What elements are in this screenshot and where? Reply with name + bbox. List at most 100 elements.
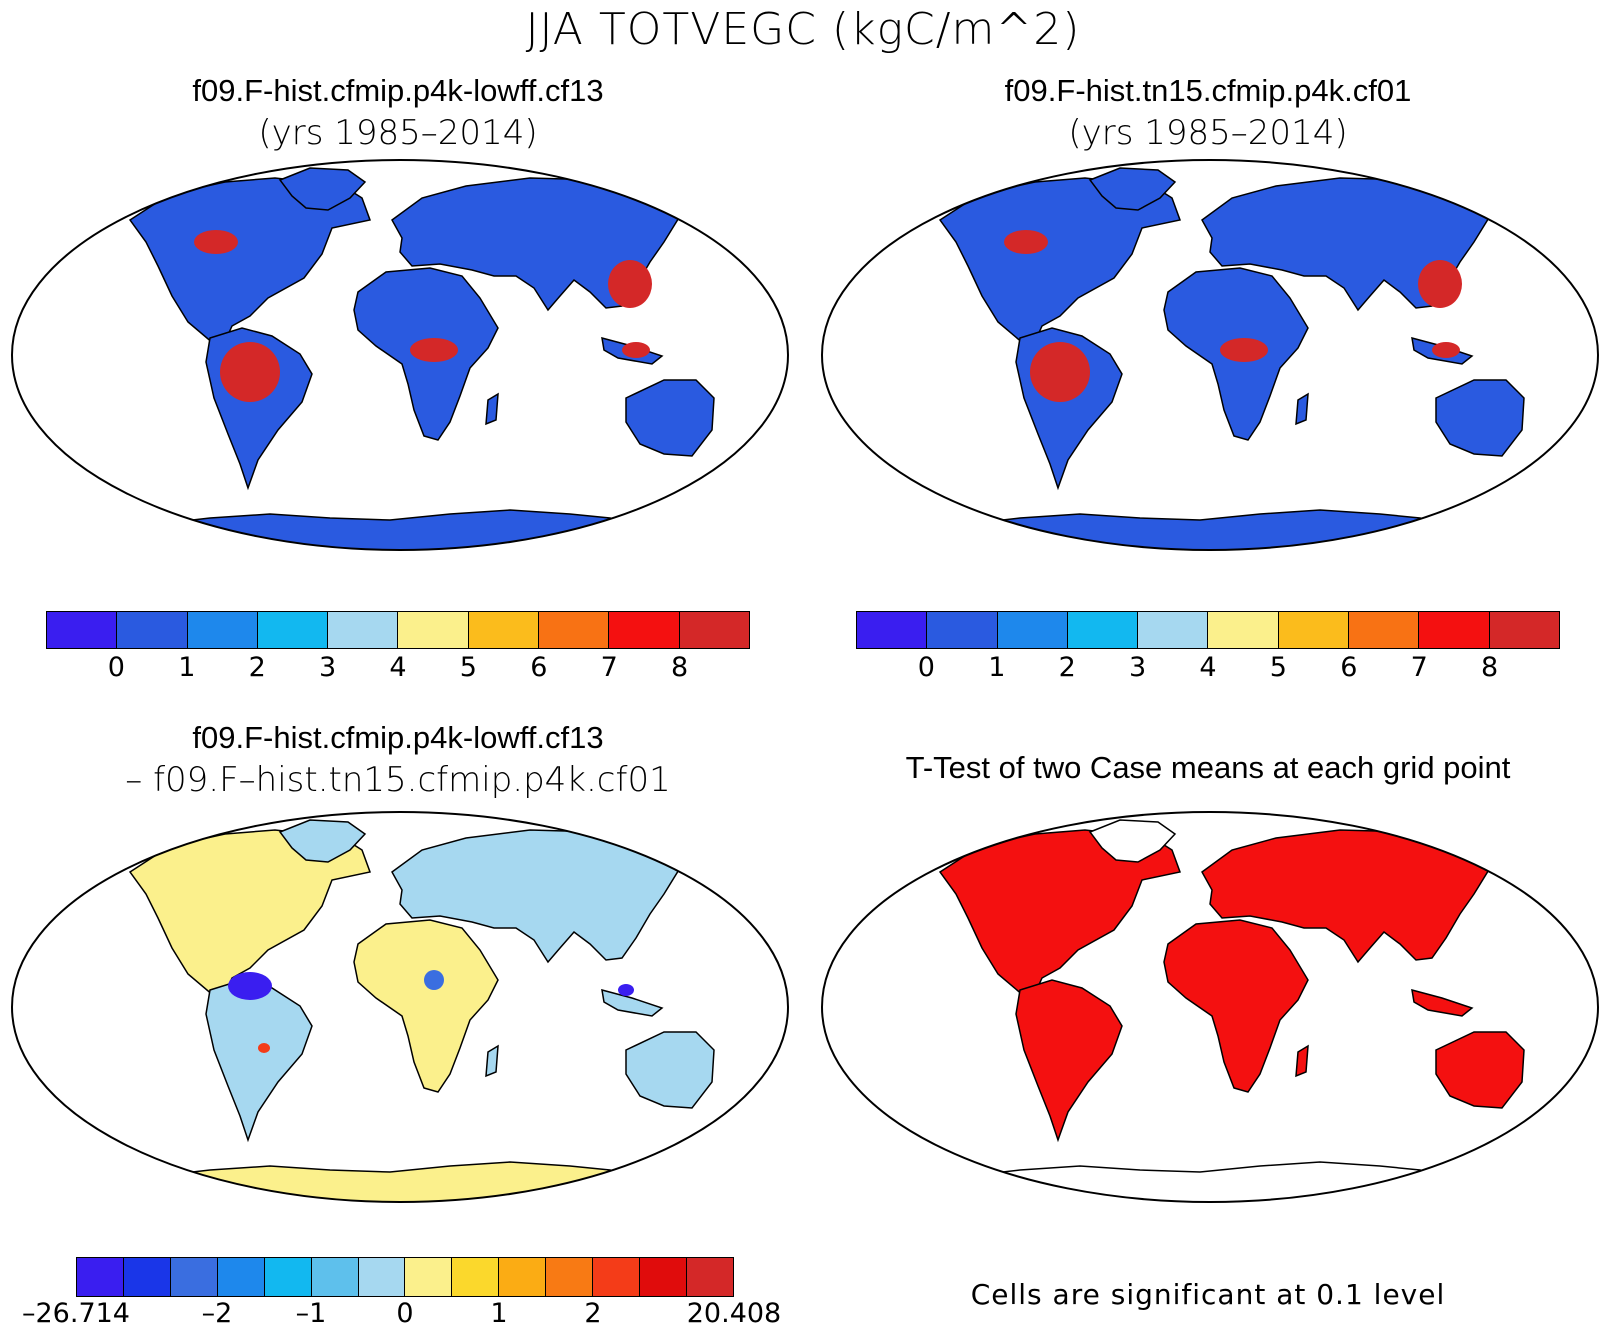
colorbar-tick-label: 1 [490,1298,508,1329]
colorbar-swatch [77,1258,124,1296]
colorbar-tick-label: 0 [917,652,935,683]
map-projection-border [821,159,1599,551]
colorbar-swatch [1138,612,1209,648]
colorbar-swatch [686,1258,733,1296]
colorbar-tick-label: –26.714 [22,1298,130,1329]
landmass-indonesia [601,988,664,1017]
colorbar-panel-2 [856,611,1560,649]
significance-note: Cells are significant at 0.1 level [970,1278,1446,1311]
landmass-africa [1163,919,1309,1093]
landmass-africa [353,919,499,1093]
landmass-australia [1435,1031,1525,1109]
high-vegetation-region [194,230,238,254]
colorbar-tick-label: 0 [396,1298,414,1329]
map-projection-border [11,811,789,1203]
colorbar-swatch [217,1258,265,1296]
colorbar-tick-label: 2 [1058,652,1076,683]
colorbar-swatch [539,612,610,648]
colorbar-swatch [187,612,258,648]
colorbar-swatch [398,612,469,648]
panel-3-subtitle: – f09.F–hist.tn15.cfmip.p4k.cf01 [125,760,671,800]
landmass-madagascar [1295,1044,1309,1078]
colorbar-swatch [546,1258,594,1296]
panel-1-title: f09.F-hist.cfmip.p4k-lowff.cf13 [192,73,604,108]
panel-2-title: f09.F-hist.tn15.cfmip.p4k.cf01 [1004,73,1412,108]
landmass-south-america [1015,979,1123,1143]
colorbar-tick-label: 1 [178,652,196,683]
panel-3-title: f09.F-hist.cfmip.p4k-lowff.cf13 [192,720,604,755]
colorbar-swatch [47,612,118,648]
colorbar-swatch [857,612,928,648]
high-vegetation-region [608,260,652,308]
colorbar-swatch [593,1258,641,1296]
map-panel-2 [821,159,1599,551]
map-projection-border [11,159,789,551]
colorbar-swatch [328,612,399,648]
landmass-greenland [1088,167,1177,211]
colorbar-swatch [264,1258,312,1296]
colorbar-swatch [499,1258,547,1296]
colorbar-panel-3 [76,1257,734,1297]
panel-2-subtitle: (yrs 1985–2014) [1068,113,1348,153]
colorbar-swatch [1067,612,1139,648]
colorbar-swatch [1489,612,1559,648]
map-panel-4 [821,811,1599,1203]
colorbar-tick-label: 6 [530,652,548,683]
landmass-australia [1435,379,1525,457]
figure-title: JJA TOTVEGC (kgC/m^2) [525,4,1081,55]
landmass-madagascar [1295,392,1309,426]
map-panel-1 [11,159,789,551]
high-vegetation-region [220,342,280,402]
landmass-antarctica [949,1161,1471,1202]
colorbar-tick-label: 4 [389,652,407,683]
colorbar-tick-label: 1 [988,652,1006,683]
colorbar-tick-label: 3 [1129,652,1147,683]
colorbar-tick-label: 20.408 [686,1298,782,1329]
landmass-madagascar [485,1044,499,1078]
colorbar-tick-label: –2 [201,1298,233,1329]
colorbar-tick-label: 2 [584,1298,602,1329]
colorbar-tick-label: –1 [295,1298,327,1329]
colorbar-swatch [123,1258,171,1296]
colorbar-tick-label: 7 [600,652,618,683]
panel-1-subtitle: (yrs 1985–2014) [258,113,538,153]
map-panel-3 [11,811,789,1203]
landmass-antarctica [139,1161,661,1202]
colorbar-swatch [640,1258,687,1296]
colorbar-swatch [997,612,1068,648]
colorbar-tick-label: 2 [248,652,266,683]
panel-4-title: T-Test of two Case means at each grid po… [905,750,1511,785]
colorbar-swatch [311,1258,359,1296]
colorbar-swatch [1278,612,1350,648]
map-projection-border [821,811,1599,1203]
difference-anomaly [228,972,272,1000]
landmass-indonesia [1411,988,1474,1017]
colorbar-tick-label: 8 [1481,652,1499,683]
high-vegetation-region [1432,342,1460,358]
colorbar-swatch [927,612,998,648]
colorbar-tick-label: 4 [1199,652,1217,683]
colorbar-tick-label: 5 [1269,652,1287,683]
landmass-australia [625,379,715,457]
high-vegetation-region [622,342,650,358]
landmass-greenland [1088,819,1177,863]
colorbar-panel-1 [46,611,750,649]
colorbar-swatch [452,1258,500,1296]
colorbar-swatch [679,612,749,648]
colorbar-swatch [1349,612,1420,648]
colorbar-tick-label: 5 [459,652,477,683]
landmass-antarctica [949,509,1471,550]
colorbar-tick-label: 0 [107,652,125,683]
high-vegetation-region [1220,338,1268,362]
high-vegetation-region [1004,230,1048,254]
colorbar-swatch [468,612,540,648]
colorbar-tick-label: 7 [1410,652,1428,683]
colorbar-swatch [358,1258,406,1296]
colorbar-swatch [170,1258,218,1296]
difference-anomaly [258,1043,270,1053]
landmass-greenland [278,819,367,863]
colorbar-swatch [117,612,188,648]
colorbar-tick-label: 3 [319,652,337,683]
difference-anomaly [618,984,634,996]
colorbar-swatch [1208,612,1279,648]
